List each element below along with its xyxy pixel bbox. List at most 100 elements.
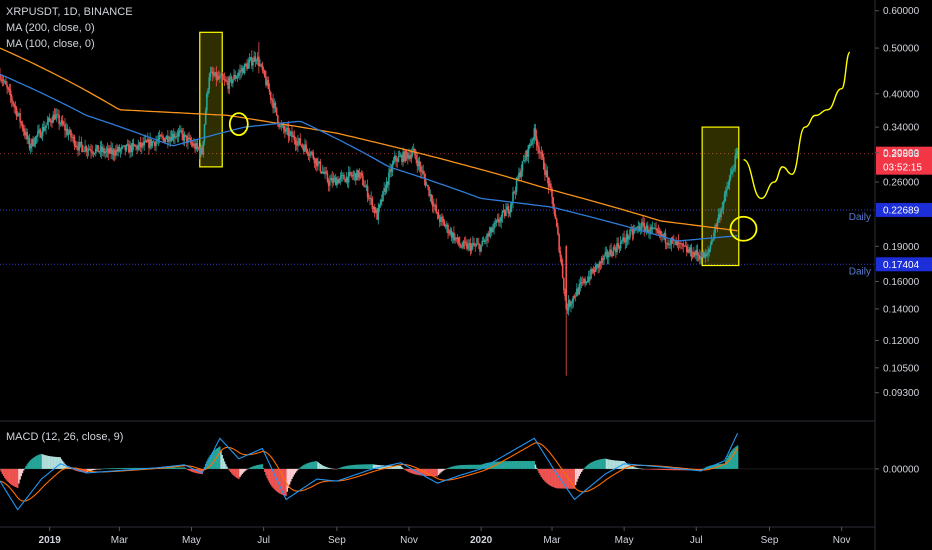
candle-body [531,140,533,145]
candle-body [610,249,612,255]
candle-body [242,68,245,74]
macd-histogram-bar [22,468,25,471]
macd-histogram-bar [513,461,515,469]
candle-body [333,177,336,179]
price-tick-label: 0.10500 [883,363,920,374]
macd-histogram-bar [269,468,272,485]
macd-histogram-bar [501,461,504,469]
macd-histogram-bar [188,468,190,471]
candle-body [555,218,558,227]
macd-histogram-bar [657,468,660,470]
candle-body [719,214,721,218]
macd-histogram-bar [478,464,480,469]
macd-histogram-bar [452,466,454,469]
macd-histogram-bar [733,448,735,469]
candle-body [369,198,371,199]
macd-histogram-bar [330,468,332,469]
candle-body [477,243,480,245]
macd-histogram-bar [407,468,409,472]
candle-body [735,153,738,156]
candle-body [167,135,169,143]
candle-body [368,197,370,199]
candle-body [472,243,474,246]
macd-histogram-bar [630,465,632,469]
macd-histogram-bar [729,452,732,469]
macd-histogram-bar [453,466,455,469]
macd-histogram-bar [713,464,715,469]
candle-body [158,135,161,139]
candle-body [463,241,466,243]
macd-legend: MACD (12, 26, close, 9) [6,431,124,443]
macd-histogram-bar [469,464,472,469]
candle-body [181,130,183,134]
candle-body [89,149,91,150]
price-tick-label: 0.34000 [883,123,920,134]
candle-body [73,136,76,147]
price-tick-label: 0.16000 [883,277,920,288]
macd-histogram-bar [600,459,603,469]
candle-body [78,142,80,151]
candle-body [607,255,610,258]
candle-body [189,138,192,143]
macd-histogram-bar [300,466,303,469]
macd-histogram-bar [377,465,379,469]
candle-body [325,171,328,174]
candle-body [154,141,156,147]
candle-body [343,175,345,180]
macd-histogram-bar [466,464,468,469]
candle-body [709,245,712,249]
candle-body [21,123,24,129]
candle-body [206,93,208,111]
candle-body [453,232,455,241]
macd-histogram-bar [106,468,109,469]
macd-histogram-bar [46,455,48,469]
candle-body [306,149,309,154]
macd-histogram-bar [363,464,365,469]
candle-body [33,144,36,146]
macd-histogram-bar [51,456,53,469]
candle-body [470,245,473,251]
level-lines: Daily 0.22689 Daily 0.17404 0.29863 03:52:15 [0,146,932,277]
macd-histogram-bar [604,458,606,469]
macd-histogram-bar [217,447,220,469]
candle-body [48,118,51,121]
candle-body [130,145,133,152]
candle-body [122,145,124,147]
candle-body [466,242,468,249]
macd-histogram-bar [587,464,590,469]
macd-histogram-bar [519,460,521,469]
macd-histogram-bar [232,468,234,475]
macd-histogram-bar [583,468,585,470]
candle-body [534,128,537,137]
macd-tick-label: 0.00000 [883,464,920,475]
candle-body [6,84,8,88]
candle-body [227,81,229,89]
macd-histogram-bar [667,468,669,471]
candle-body [435,205,437,213]
macd-histogram-bar [310,462,312,469]
candle-body [81,145,84,152]
candle-body [553,208,556,215]
macd-histogram-bar [441,468,443,472]
candle-body [526,150,529,157]
macd-histogram-bar [266,468,268,479]
candle-body [300,144,303,146]
macd-histogram-bar [395,465,397,469]
macd-histogram-bar [552,468,554,488]
candle-body [211,71,214,75]
macd-histogram-bar [599,459,602,469]
candle-body [228,77,231,89]
macd-histogram-bar [480,464,482,469]
macd-histogram-bar [333,468,336,470]
time-tick-label: Sep [761,535,779,546]
candle-body [26,132,28,140]
macd-histogram-bar [472,464,474,469]
candle-body [92,152,95,154]
candle-body [40,136,43,138]
candle-body [721,208,724,210]
candle-body [66,128,69,135]
candle-body [695,249,698,256]
macd-histogram-bar [41,454,44,469]
macd-histogram-bar [182,467,184,469]
